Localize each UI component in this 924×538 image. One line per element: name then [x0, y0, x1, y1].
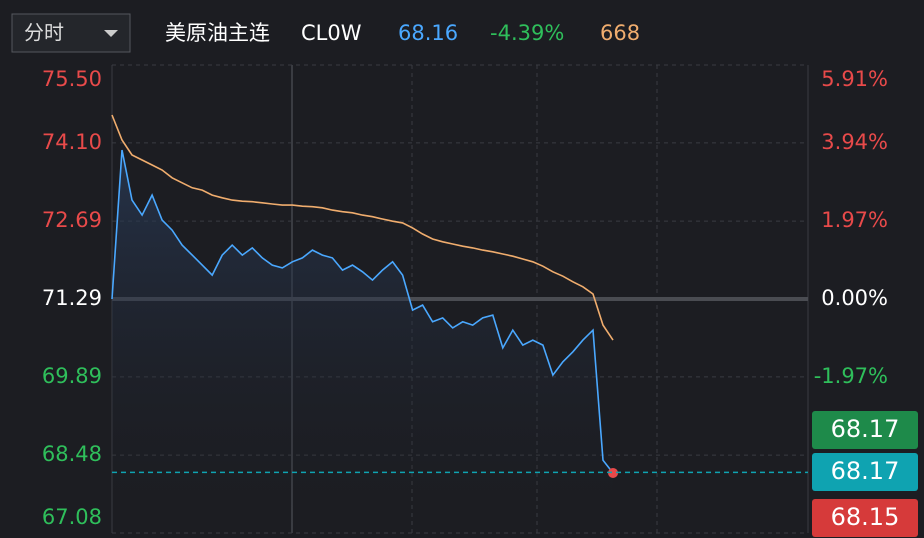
price-tag: [812, 411, 918, 449]
change-percent: -4.39%: [490, 21, 564, 45]
period-label[interactable]: 分时: [24, 21, 64, 45]
instrument-name: 美原油主连: [165, 21, 270, 45]
y-tick-label: 67.08: [42, 505, 102, 529]
y-tick-label: 71.29: [42, 286, 102, 310]
price-tag-label: 68.15: [831, 503, 900, 531]
y-tick-label: 75.50: [42, 67, 102, 91]
period-select[interactable]: 分时: [11, 13, 131, 53]
dropdown-arrow[interactable]: [104, 30, 118, 37]
last-price: 68.16: [398, 21, 458, 45]
price-tag: [812, 499, 918, 537]
y-tick-label: 72.69: [42, 208, 102, 232]
y-tick-label: 74.10: [42, 130, 102, 154]
y2-tick-label: 0.00%: [821, 286, 888, 310]
price-area: [112, 150, 613, 533]
y-tick-label: 69.89: [42, 364, 102, 388]
last-point: [608, 467, 618, 478]
price-tag: [812, 453, 918, 491]
y2-tick-label: -1.97%: [814, 364, 888, 388]
y-tick-label: 68.48: [42, 442, 102, 466]
instrument-code: CL0W: [301, 21, 362, 45]
price-tag-label: 68.17: [831, 457, 900, 485]
y2-tick-label: 3.94%: [821, 130, 888, 154]
y2-tick-label: 5.91%: [821, 67, 888, 91]
series-line: [111, 149, 614, 474]
volume: 668: [600, 21, 640, 45]
price-tag-label: 68.17: [831, 415, 900, 443]
y2-tick-label: 1.97%: [821, 208, 888, 232]
series-line: [111, 114, 614, 341]
